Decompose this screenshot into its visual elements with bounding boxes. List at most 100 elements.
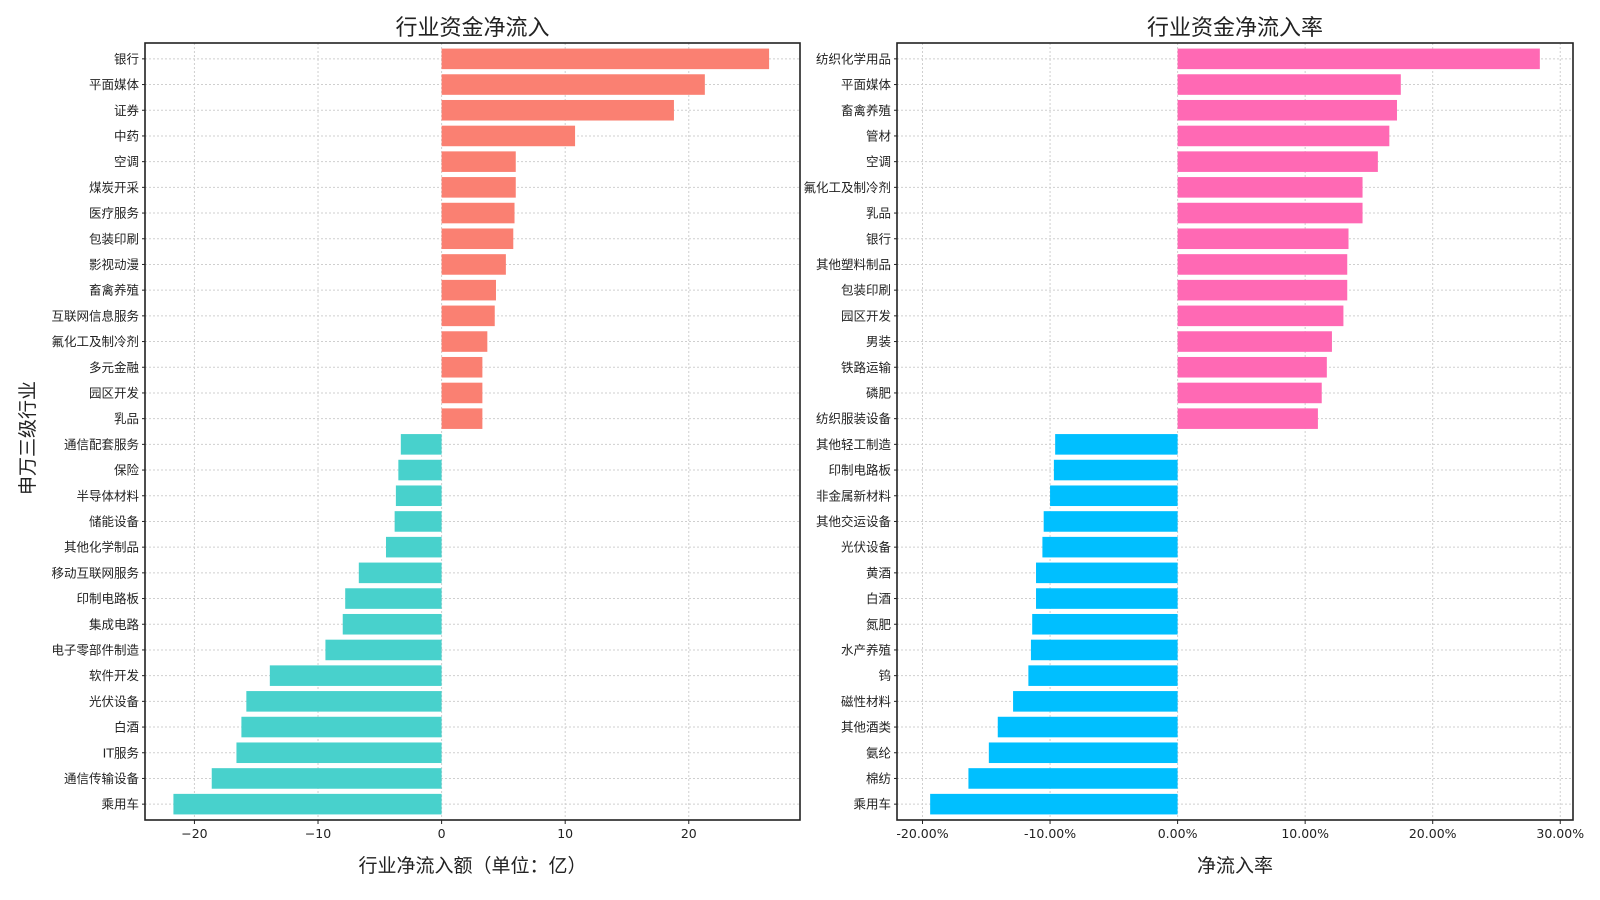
category-label: 其他酒类 bbox=[841, 720, 892, 735]
bar-inflow bbox=[441, 279, 496, 301]
bar-inflow bbox=[173, 793, 442, 815]
bar-rate bbox=[1028, 665, 1178, 686]
bar-rate bbox=[968, 768, 1178, 789]
bar-rate bbox=[1177, 151, 1378, 172]
category-label: 磁性材料 bbox=[841, 694, 892, 709]
x-tick-label: -20.00% bbox=[896, 826, 948, 841]
category-label: 包装印刷 bbox=[841, 283, 891, 298]
bar-rate bbox=[1177, 356, 1327, 378]
x-tick-label: 20.00% bbox=[1409, 826, 1457, 841]
chart-title: 行业资金净流入 bbox=[395, 16, 549, 41]
bar-rate bbox=[1030, 639, 1178, 661]
category-label: 平面媒体 bbox=[89, 77, 140, 92]
bar-rate bbox=[1177, 279, 1348, 301]
bar-rate bbox=[1032, 613, 1178, 635]
bar-rate bbox=[930, 793, 1178, 815]
category-label: 多元金融 bbox=[89, 360, 140, 375]
bar-inflow bbox=[269, 665, 442, 686]
bar-inflow bbox=[441, 254, 506, 275]
category-label: 通信传输设备 bbox=[64, 771, 140, 786]
category-label: 影视动漫 bbox=[89, 257, 139, 272]
x-tick-label: 10.00% bbox=[1281, 826, 1329, 841]
category-label: 氟化工及制冷剂 bbox=[51, 334, 139, 349]
category-label: 平面媒体 bbox=[841, 77, 892, 92]
category-label: 园区开发 bbox=[89, 385, 140, 400]
bar-inflow bbox=[441, 74, 705, 95]
x-axis-label: 净流入率 bbox=[1197, 855, 1273, 877]
bar-inflow bbox=[441, 151, 516, 172]
category-label: 软件开发 bbox=[89, 668, 140, 683]
category-label: 印制电路板 bbox=[828, 463, 891, 478]
category-label: 通信配套服务 bbox=[64, 437, 139, 452]
category-label: 银行 bbox=[114, 51, 139, 66]
category-label: 畜禽养殖 bbox=[841, 103, 891, 118]
bar-rate bbox=[1177, 99, 1397, 121]
bar-inflow bbox=[246, 691, 442, 712]
category-label: 其他塑料制品 bbox=[816, 257, 891, 272]
plot-frame bbox=[896, 42, 1574, 821]
category-label: 乳品 bbox=[866, 206, 891, 221]
category-label: 棉纺 bbox=[866, 771, 891, 786]
x-tick-label: 10 bbox=[557, 826, 573, 841]
bar-rate bbox=[1050, 485, 1178, 507]
bar-inflow bbox=[441, 48, 770, 70]
category-label: 钨 bbox=[878, 668, 891, 683]
bar-inflow bbox=[236, 742, 442, 764]
bar-inflow bbox=[211, 768, 442, 789]
bar-inflow bbox=[395, 485, 442, 507]
bar-rate bbox=[1036, 562, 1178, 584]
bar-rate bbox=[1055, 434, 1178, 455]
bar-inflow bbox=[441, 305, 495, 327]
bar-inflow bbox=[441, 228, 514, 250]
category-label: 氮肥 bbox=[866, 617, 892, 632]
category-label: 管材 bbox=[866, 128, 891, 143]
category-label: 保险 bbox=[114, 463, 140, 478]
bar-rate bbox=[1177, 305, 1344, 327]
category-label: 黄酒 bbox=[866, 565, 891, 580]
category-label: IT服务 bbox=[103, 745, 139, 760]
category-label: 非金属新材料 bbox=[816, 488, 892, 503]
bar-rate bbox=[1177, 228, 1349, 250]
category-label: 其他交运设备 bbox=[816, 514, 892, 529]
x-tick-label: −20 bbox=[181, 826, 207, 841]
category-label: 医疗服务 bbox=[89, 206, 139, 221]
category-label: 男装 bbox=[866, 334, 891, 349]
category-label: 白酒 bbox=[114, 720, 139, 735]
bar-inflow bbox=[342, 613, 442, 635]
bar-rate bbox=[1013, 691, 1178, 712]
category-label: 银行 bbox=[866, 231, 891, 246]
bar-rate bbox=[1043, 511, 1178, 532]
bar-inflow bbox=[241, 716, 442, 738]
bar-rate bbox=[1177, 125, 1390, 147]
bar-inflow bbox=[385, 536, 442, 558]
category-label: 移动互联网服务 bbox=[51, 565, 139, 580]
bar-inflow bbox=[394, 511, 442, 532]
bar-rate bbox=[1177, 48, 1540, 70]
category-label: 其他轻工制造 bbox=[816, 437, 892, 452]
category-label: 证券 bbox=[114, 103, 140, 118]
bar-rate bbox=[988, 742, 1178, 764]
chart-title: 行业资金净流入率 bbox=[1147, 16, 1323, 41]
category-label: 铁路运输 bbox=[841, 360, 892, 375]
category-label: 乘用车 bbox=[853, 797, 891, 812]
bar-rate bbox=[1177, 331, 1332, 352]
category-label: 纺织服装设备 bbox=[816, 411, 892, 426]
category-label: 磷肥 bbox=[866, 385, 892, 400]
category-label: 电子零部件制造 bbox=[51, 642, 139, 657]
x-axis-label: 行业净流入额（单位：亿） bbox=[358, 855, 586, 877]
category-label: 储能设备 bbox=[89, 514, 140, 529]
category-label: 印制电路板 bbox=[76, 591, 139, 606]
bar-rate bbox=[1177, 177, 1363, 198]
bar-inflow bbox=[441, 356, 483, 378]
bar-inflow bbox=[325, 639, 442, 661]
bar-rate bbox=[1177, 382, 1322, 404]
category-label: 水产养殖 bbox=[841, 642, 891, 657]
bar-rate bbox=[1053, 459, 1178, 481]
bar-inflow bbox=[441, 202, 515, 224]
category-label: 其他化学制品 bbox=[64, 540, 139, 555]
bar-inflow bbox=[441, 331, 488, 352]
bar-inflow bbox=[441, 382, 483, 404]
category-label: 光伏设备 bbox=[89, 694, 140, 709]
category-label: 中药 bbox=[114, 128, 139, 143]
